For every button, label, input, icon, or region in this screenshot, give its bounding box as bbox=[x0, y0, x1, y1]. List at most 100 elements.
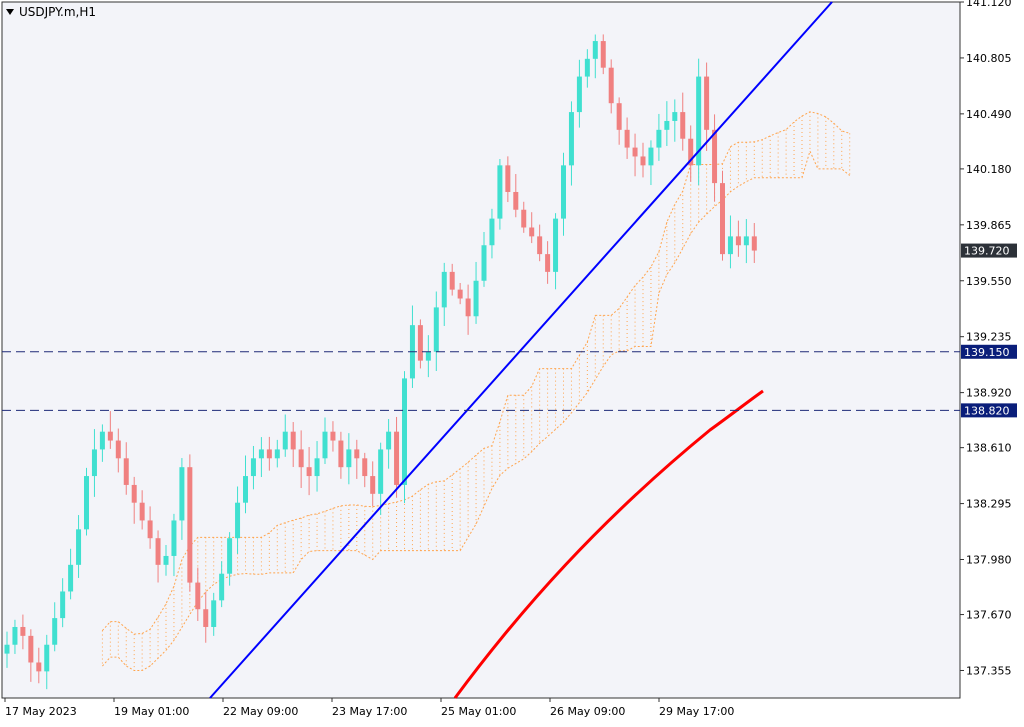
candle-body bbox=[513, 191, 519, 210]
candle-body bbox=[322, 431, 328, 459]
candle-body bbox=[425, 351, 431, 361]
x-tick-label: 19 May 01:00 bbox=[114, 705, 189, 718]
candle-body bbox=[370, 476, 376, 494]
candle-body bbox=[171, 520, 177, 556]
x-tick-label: 17 May 2023 bbox=[5, 705, 77, 718]
current-price-label: 139.720 bbox=[964, 245, 1010, 258]
candle-body bbox=[20, 626, 26, 636]
candle-body bbox=[473, 280, 479, 317]
candle-body bbox=[386, 431, 392, 450]
level-label: 138.820 bbox=[964, 404, 1010, 417]
candle-body bbox=[123, 458, 129, 485]
y-tick-label: 137.355 bbox=[966, 664, 1012, 677]
candle-body bbox=[521, 209, 527, 228]
candle-body bbox=[632, 147, 638, 157]
candle-body bbox=[743, 236, 749, 246]
candle-body bbox=[727, 236, 733, 255]
candle-body bbox=[712, 129, 718, 184]
candle-body bbox=[505, 165, 511, 192]
candle-body bbox=[227, 538, 233, 574]
candle-body bbox=[433, 307, 439, 352]
candle-body bbox=[656, 129, 662, 148]
symbol-label: USDJPY.m,H1 bbox=[19, 5, 96, 19]
candle-body bbox=[274, 449, 280, 459]
candle-body bbox=[545, 254, 551, 272]
level-label-bg bbox=[961, 403, 1017, 418]
labels-group: 139.150 138.820 139.720 bbox=[961, 243, 1017, 418]
x-tick-label: 23 May 17:00 bbox=[332, 705, 407, 718]
candle-body bbox=[250, 458, 256, 477]
y-tick-label: 140.490 bbox=[966, 108, 1012, 121]
candle-body bbox=[640, 156, 646, 166]
candle-body bbox=[12, 626, 18, 645]
y-tick-label: 137.980 bbox=[966, 554, 1012, 567]
candle-body bbox=[91, 449, 97, 477]
candle-body bbox=[346, 449, 352, 468]
candle-body bbox=[441, 271, 447, 308]
candle-body bbox=[529, 227, 535, 237]
candle-body bbox=[187, 467, 193, 583]
candle-body bbox=[195, 582, 201, 610]
moving-average-line[interactable] bbox=[453, 389, 764, 699]
y-tick-label: 140.180 bbox=[966, 163, 1012, 176]
candle-body bbox=[219, 573, 225, 601]
plot-area[interactable] bbox=[1, 1, 961, 699]
candle-body bbox=[163, 555, 169, 565]
candle-body bbox=[394, 431, 400, 485]
y-tick-label: 139.550 bbox=[966, 275, 1012, 288]
dropdown-triangle-icon[interactable] bbox=[6, 9, 14, 15]
candle-body bbox=[155, 538, 161, 565]
candle-body bbox=[258, 449, 264, 459]
candle-body bbox=[243, 476, 248, 503]
candle-body bbox=[266, 449, 272, 459]
level-label-bg bbox=[961, 344, 1017, 359]
candle-body bbox=[688, 138, 694, 166]
candle-body bbox=[465, 298, 471, 317]
y-tick-label: 141.120 bbox=[966, 0, 1012, 9]
candle-body bbox=[537, 236, 543, 255]
candle-body bbox=[600, 41, 606, 68]
candle-body bbox=[735, 236, 741, 246]
candle-body bbox=[115, 440, 121, 459]
candle-body bbox=[52, 618, 58, 645]
x-tick-label: 29 May 17:00 bbox=[659, 705, 734, 718]
candle-body bbox=[568, 112, 574, 166]
candle-body bbox=[584, 58, 590, 77]
candle-body bbox=[354, 449, 360, 459]
y-tick-label: 139.235 bbox=[966, 331, 1012, 344]
candle-body bbox=[44, 644, 50, 672]
candle-body bbox=[60, 591, 66, 619]
x-tick-label: 26 May 09:00 bbox=[550, 705, 625, 718]
candle-body bbox=[203, 609, 209, 627]
candle-body bbox=[592, 41, 598, 59]
candle-body bbox=[4, 644, 10, 654]
y-tick-label: 138.920 bbox=[966, 387, 1012, 400]
ichimoku-cloud bbox=[101, 111, 851, 671]
candle-body bbox=[282, 431, 288, 450]
candle-body bbox=[616, 103, 622, 130]
candle-body bbox=[306, 467, 312, 477]
candle-body bbox=[608, 67, 614, 104]
level-label: 139.150 bbox=[964, 346, 1010, 359]
candle-body bbox=[107, 431, 113, 441]
trendline[interactable] bbox=[209, 1, 833, 699]
candle-body bbox=[378, 449, 384, 494]
y-tick-label: 138.295 bbox=[966, 498, 1012, 511]
candle-body bbox=[664, 120, 670, 130]
y-tick-label: 137.670 bbox=[966, 609, 1012, 622]
y-tick-label: 138.610 bbox=[966, 442, 1012, 455]
y-tick-label: 140.805 bbox=[966, 52, 1012, 65]
candle-body bbox=[449, 271, 455, 290]
candle-body bbox=[139, 502, 145, 521]
candle-body bbox=[481, 245, 487, 281]
candle-body bbox=[330, 431, 336, 441]
candle-body bbox=[362, 458, 368, 477]
candle-body bbox=[576, 76, 582, 113]
candle-body bbox=[402, 378, 407, 485]
candle-body bbox=[211, 600, 217, 627]
candle-body bbox=[36, 662, 42, 672]
candle-body bbox=[314, 458, 320, 477]
candle-body bbox=[179, 467, 185, 521]
